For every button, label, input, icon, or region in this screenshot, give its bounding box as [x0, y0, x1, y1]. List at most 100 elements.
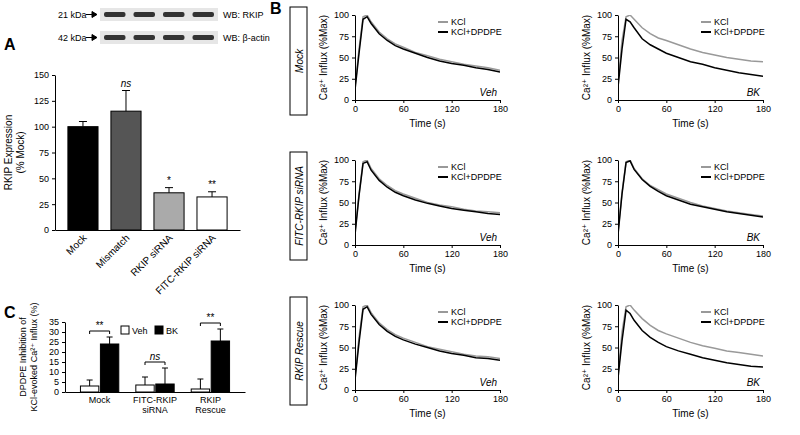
series-line: [355, 160, 500, 232]
x-tick-label: 60: [662, 104, 672, 114]
x-tick: 60: [399, 100, 409, 114]
y-tick-mark: [615, 100, 618, 101]
x-tick-label: Mismatch: [94, 232, 132, 270]
y-tick-label: 50: [602, 343, 612, 353]
x-tick-mark: [715, 245, 716, 248]
x-axis-line: [356, 100, 501, 101]
y-tick-mark: [615, 36, 618, 37]
x-tick-mark: [763, 390, 764, 393]
x-tick: 60: [399, 390, 409, 404]
x-axis-title: Time (s): [672, 118, 708, 129]
y-tick-mark: [352, 224, 355, 225]
y-axis: 0255075100: [597, 155, 619, 250]
y-tick-label: 75: [39, 148, 49, 158]
x-tick-label: FITC-RKIPsiRNA: [133, 395, 177, 415]
y-tick: 100: [34, 122, 55, 132]
y-tick-label: 10: [49, 367, 59, 377]
y-tick: 20: [49, 347, 65, 357]
y-tick-mark: [615, 369, 618, 370]
legend-swatch: [438, 166, 448, 168]
x-tick-label: 120: [708, 249, 723, 259]
row-label-box: [290, 297, 307, 405]
y-tick: 100: [334, 300, 355, 310]
line-chart: 0255075100060120180Time (s)Ca²⁺ Influx (…: [581, 300, 771, 419]
x-axis-line: [66, 392, 246, 393]
y-tick: 50: [339, 343, 355, 353]
y-axis-line: [355, 161, 356, 246]
x-tick-label: 180: [756, 249, 771, 259]
y-tick: 50: [39, 174, 55, 184]
blot-label: 21 kDa: [58, 10, 87, 20]
y-tick: 75: [602, 322, 618, 332]
y-tick: 50: [602, 198, 618, 208]
y-tick-mark: [615, 326, 618, 327]
x-tick: 0: [353, 245, 358, 259]
x-tick: 60: [662, 245, 672, 259]
y-axis-line: [618, 306, 619, 391]
y-tick-label: 0: [44, 225, 49, 235]
legend: KClKCl+DPDPE: [438, 17, 502, 37]
y-tick: 75: [339, 177, 355, 187]
legend-swatch: [438, 321, 448, 323]
y-tick-label: 50: [39, 174, 49, 184]
y-tick: 100: [597, 300, 618, 310]
y-tick-label: 50: [339, 343, 349, 353]
line-chart: 0255075100060120180Time (s)Ca²⁺ Influx (…: [318, 155, 508, 274]
y-axis-line: [355, 16, 356, 101]
bar: [80, 386, 98, 392]
y-tick: 150: [34, 70, 55, 80]
y-tick-mark: [62, 392, 65, 393]
x-tick-label-line: RKIP: [200, 395, 221, 405]
blot-band: [193, 12, 215, 17]
x-axis: 060120180: [353, 245, 508, 259]
y-tick: 5: [54, 377, 65, 387]
y-tick: 15: [49, 357, 65, 367]
y-tick-label: 25: [602, 364, 612, 374]
y-tick-mark: [615, 181, 618, 182]
series-line: [355, 15, 500, 87]
y-tick-mark: [352, 100, 355, 101]
error-bar: [208, 192, 216, 197]
bar: [68, 127, 98, 230]
y-tick-mark: [62, 382, 65, 383]
y-tick: 25: [39, 200, 55, 210]
legend: KClKCl+DPDPE: [701, 162, 765, 182]
panel-label: C: [4, 304, 16, 321]
plot-area: [618, 305, 763, 378]
legend-swatch: [438, 176, 448, 178]
y-tick-label: 20: [49, 347, 59, 357]
y-tick-label: 100: [597, 10, 612, 20]
significance: **: [208, 179, 216, 190]
significance: **: [96, 320, 104, 331]
y-axis-title: Ca²⁺ Influx (%Max): [581, 305, 592, 390]
y-tick-label: 100: [334, 300, 349, 310]
condition-label: Veh: [480, 232, 498, 243]
y-tick-label: 50: [602, 53, 612, 63]
y-tick-mark: [352, 245, 355, 246]
blot-band: [134, 12, 156, 17]
y-tick-mark: [352, 15, 355, 16]
y-axis-title: RKIP Expression: [3, 115, 14, 190]
y-tick-label: 75: [602, 322, 612, 332]
x-tick-label: RKIP siRNA: [129, 232, 175, 278]
y-axis-title: Ca²⁺ Influx (%Max): [318, 160, 329, 245]
y-tick-mark: [62, 352, 65, 353]
blot-band: [163, 12, 185, 17]
bar: [211, 341, 229, 392]
bar: [191, 389, 209, 392]
x-tick-mark: [618, 245, 619, 248]
x-tick-mark: [618, 100, 619, 103]
figure: ns***0255075100125150MockMismatchRKIP si…: [0, 0, 800, 435]
y-axis-title: Ca²⁺ Influx (%Max): [318, 15, 329, 100]
error-bar: [165, 188, 173, 193]
y-axis-title: Ca²⁺ Influx (%Max): [581, 15, 592, 100]
bar: [111, 111, 141, 230]
x-tick: 180: [493, 390, 508, 404]
blot-band: [104, 35, 126, 40]
x-tick-label: 120: [445, 394, 460, 404]
legend: VehBK: [121, 326, 178, 336]
x-tick: FITC-RKIP siRNA: [153, 232, 217, 296]
y-tick-label: 25: [339, 364, 349, 374]
error-bar: [87, 380, 93, 386]
y-tick-label: 25: [39, 200, 49, 210]
